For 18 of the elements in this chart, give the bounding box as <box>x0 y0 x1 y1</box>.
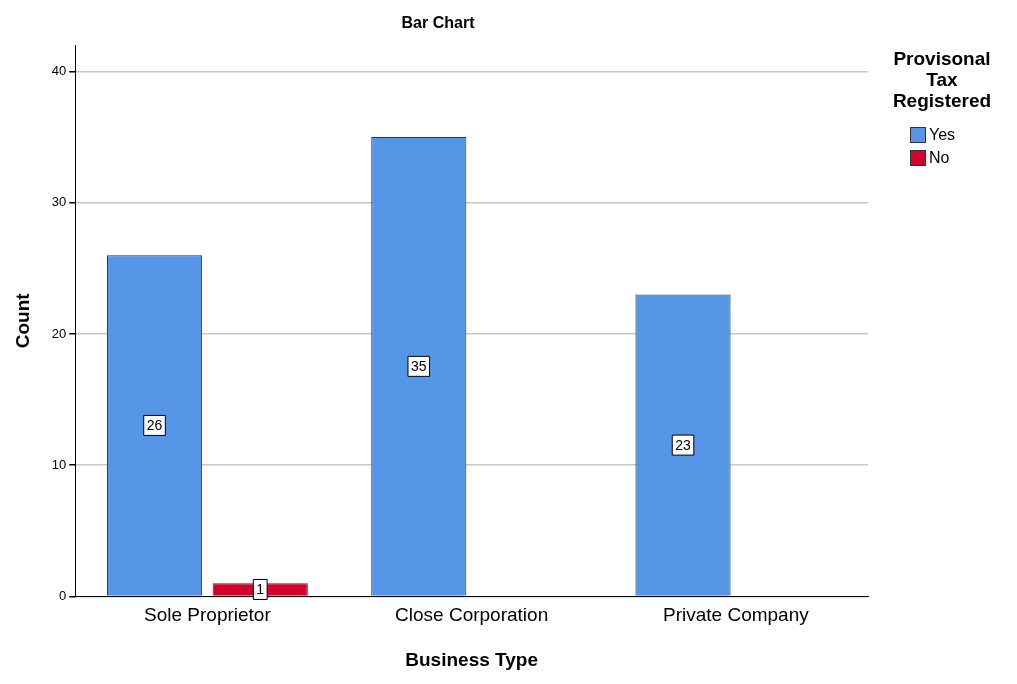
y-tick-label: 10 <box>51 456 67 472</box>
data-label: 23 <box>675 436 692 453</box>
data-label: 26 <box>146 417 163 434</box>
legend-label: No <box>929 148 950 167</box>
legend-label: Yes <box>929 125 956 144</box>
x-tick-label: Close Corporation <box>395 604 549 626</box>
data-label: 35 <box>410 358 427 375</box>
y-tick-label: 30 <box>51 194 67 210</box>
y-tick-label: 20 <box>51 325 67 341</box>
x-tick-label: Private Company <box>663 604 810 626</box>
chart-title: Bar Chart <box>401 14 476 32</box>
x-tick-label: Sole Proprietor <box>144 604 272 626</box>
y-tick-label: 40 <box>51 63 67 79</box>
data-label: 1 <box>256 581 265 598</box>
y-tick-label: 0 <box>59 587 67 603</box>
x-axis-title: Business Type <box>405 648 538 670</box>
y-axis-title: Count <box>11 292 33 349</box>
legend-title: Provisonal Tax Registered <box>891 48 993 111</box>
